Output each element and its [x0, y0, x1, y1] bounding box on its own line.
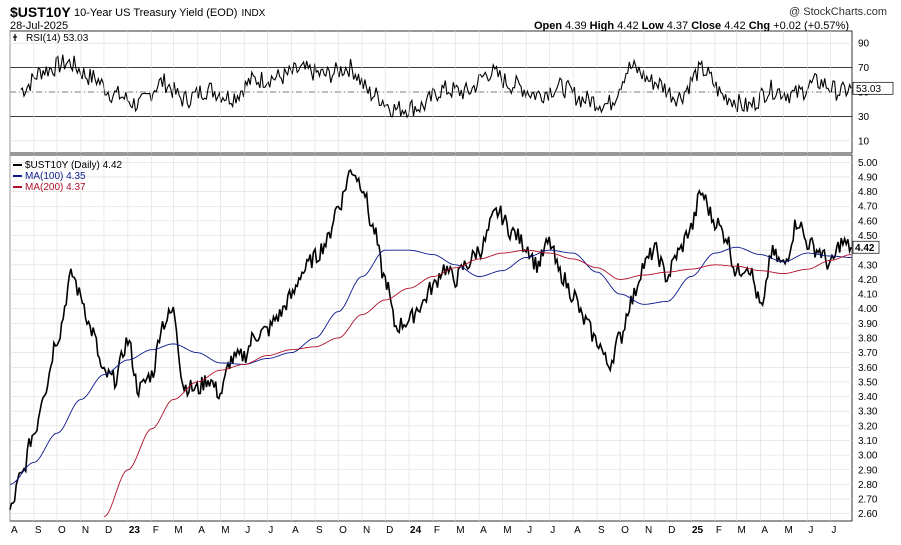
ma200-line [103, 249, 852, 518]
price-y-tick-label: 3.80 [858, 334, 878, 345]
chg-value: +0.02 (+0.57%) [773, 20, 849, 32]
x-tick-label: O [339, 525, 347, 536]
price-y-tick-label: 3.20 [858, 421, 878, 432]
x-tick-label: A [761, 525, 768, 536]
rsi-y-tick-label: 70 [858, 63, 870, 74]
x-tick-label: S [316, 525, 323, 536]
rsi-last-value: 53.03 [856, 84, 881, 95]
price-line [9, 168, 852, 510]
x-tick-label: J [268, 525, 273, 536]
low-value: 4.37 [666, 20, 689, 32]
x-tick-label: F [716, 525, 722, 536]
ticker-description: 10-Year US Treasury Yield (EOD) INDX [74, 7, 265, 19]
x-axis: A S O N D 23 F M A M J J A S O N D 24 F M A M J J A S O N D 25 F M A M J J [11, 525, 836, 536]
price-y-tick-label: 2.90 [858, 465, 878, 476]
price-y-tick-label: 4.20 [858, 275, 878, 286]
x-tick-label: M [174, 525, 182, 536]
price-panel: 2.60 2.70 2.80 2.90 3.00 3.10 3.20 3.30 3.40 3.50… [9, 154, 880, 522]
open-label: Open [533, 20, 563, 32]
x-tick-label: J [808, 525, 813, 536]
x-tick-label: F [153, 525, 159, 536]
x-tick-label: S [598, 525, 605, 536]
exchange-label: INDX [241, 8, 266, 19]
open-value: 4.39 [565, 20, 587, 32]
x-tick-label: A [480, 525, 487, 536]
price-y-tick-label: 3.90 [858, 319, 878, 330]
price-y-tick-label: 3.40 [858, 392, 878, 403]
legend-price: $UST10Y (Daily) 4.42 [25, 160, 123, 171]
x-tick-label: J [550, 525, 555, 536]
x-tick-label: 23 [129, 525, 141, 536]
price-y-tick-label: 4.10 [858, 290, 878, 301]
ticker-symbol: $UST10Y [10, 4, 71, 20]
price-y-tick-label: 2.70 [858, 495, 878, 506]
price-y-tick-label: 4.90 [858, 172, 878, 183]
price-y-tick-label: 3.60 [858, 363, 878, 374]
x-tick-label: M [456, 525, 464, 536]
rsi-y-tick-label: 90 [858, 39, 870, 50]
x-tick-label: 25 [692, 525, 704, 536]
x-tick-label: J [527, 525, 532, 536]
x-tick-label: N [82, 525, 89, 536]
x-tick-label: O [58, 525, 66, 536]
x-tick-label: D [386, 525, 393, 536]
low-label: Low [641, 20, 664, 32]
price-y-tick-label: 4.60 [858, 216, 878, 227]
close-label: Close [691, 20, 722, 32]
price-y-tick-label: 3.70 [858, 348, 878, 359]
x-tick-label: J [831, 525, 836, 536]
x-tick-label: N [363, 525, 370, 536]
legend-ma100: MA(100) 4.35 [25, 171, 86, 182]
rsi-legend: RSI(14) 53.03 [26, 33, 89, 44]
price-y-tick-label: 3.10 [858, 436, 878, 447]
price-y-tick-label: 4.80 [858, 187, 878, 198]
price-y-tick-label: 4.50 [858, 231, 878, 242]
x-tick-label: D [105, 525, 112, 536]
ohlc-summary: Open 4.39 High 4.42 Low 4.37 Close 4.42 … [534, 20, 849, 32]
price-y-tick-label: 3.50 [858, 377, 878, 388]
rsi-legend-icon [13, 34, 17, 41]
x-tick-label: F [434, 525, 440, 536]
high-label: High [589, 20, 615, 32]
high-value: 4.42 [617, 20, 639, 32]
price-last-value: 4.42 [855, 243, 875, 254]
price-y-tick-label: 2.60 [858, 509, 878, 520]
price-y-tick-label: 5.00 [858, 158, 878, 169]
price-y-tick-label: 2.80 [858, 480, 878, 491]
price-y-tick-label: 3.30 [858, 407, 878, 418]
rsi-y-tick-label: 10 [858, 136, 870, 147]
legend-ma200: MA(200) 4.37 [25, 182, 86, 193]
x-tick-label: 24 [410, 525, 422, 536]
x-tick-label: M [737, 525, 745, 536]
x-tick-label: S [35, 525, 42, 536]
x-tick-label: A [292, 525, 299, 536]
x-tick-label: N [645, 525, 652, 536]
x-tick-label: O [621, 525, 629, 536]
rsi-last-value-box [852, 81, 894, 95]
x-tick-label: M [221, 525, 229, 536]
x-tick-label: M [784, 525, 792, 536]
price-y-tick-label: 4.30 [858, 260, 878, 271]
x-tick-label: A [198, 525, 205, 536]
x-tick-label: J [245, 525, 250, 536]
x-tick-label: M [503, 525, 511, 536]
chg-label: Chg [748, 20, 771, 32]
price-y-tick-label: 4.70 [858, 202, 878, 213]
stockcharts-watermark: @ StockCharts.com [789, 6, 887, 18]
rsi-y-tick-label: 30 [858, 112, 870, 123]
x-tick-label: D [668, 525, 675, 536]
price-y-tick-label: 3.00 [858, 451, 878, 462]
price-y-tick-label: 4.00 [858, 304, 878, 315]
x-tick-label: A [11, 525, 18, 536]
close-value: 4.42 [724, 20, 746, 32]
rsi-line [20, 54, 852, 119]
price-last-value-box [852, 240, 880, 254]
ma100-line [9, 246, 852, 485]
x-tick-label: A [574, 525, 581, 536]
description-text: 10-Year US Treasury Yield (EOD) [74, 7, 238, 19]
chart-date: 28-Jul-2025 [10, 20, 69, 32]
